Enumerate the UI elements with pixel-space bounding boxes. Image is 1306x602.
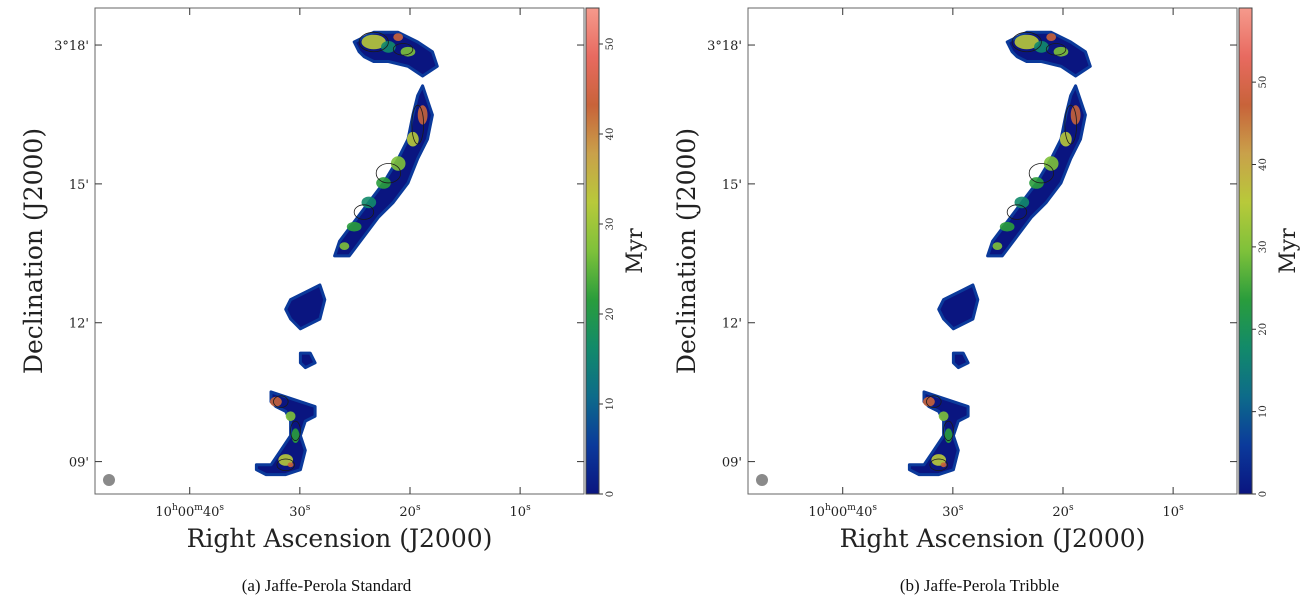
- age-patch: [992, 242, 1003, 251]
- y-tick-label: 15': [69, 178, 89, 193]
- y-tick-label: 09': [722, 456, 742, 471]
- contour-line: [1045, 43, 1067, 56]
- contour-line: [943, 420, 954, 441]
- colorbar-title: Myr: [1276, 228, 1301, 274]
- y-tick-label: 12': [722, 317, 742, 332]
- colorbar-tick-label: 30: [605, 218, 616, 231]
- contour-line: [1028, 163, 1055, 184]
- colorbar-tick-label: 50: [605, 38, 616, 51]
- age-patch: [1043, 156, 1059, 171]
- age-patch: [940, 462, 947, 468]
- x-tick-label: 30s: [289, 503, 311, 520]
- x-tick-label: 10h00m40s: [808, 503, 877, 520]
- contour-line: [1006, 204, 1028, 220]
- x-tick-label: 30s: [942, 503, 964, 520]
- contour-line: [353, 204, 375, 220]
- age-patch: [400, 46, 416, 57]
- age-patch: [393, 33, 404, 42]
- contour-line: [276, 458, 295, 472]
- panel-a: 10h00m40s 30s 20s 10s 3°18' 15' 12' 09' Right As…: [19, 7, 648, 595]
- contour-line: [929, 458, 948, 472]
- caption-a: (a) Jaffe-Perola Standard: [241, 576, 412, 595]
- age-patch: [1014, 34, 1039, 50]
- contour-line: [358, 31, 389, 53]
- age-patch: [287, 462, 294, 468]
- age-patch: [390, 156, 406, 171]
- contour-line: [273, 395, 289, 408]
- source-segment: [298, 351, 317, 370]
- age-patch: [999, 221, 1015, 232]
- colorbar-tick-label: 0: [1258, 491, 1269, 497]
- colorbar-tick-label: 30: [1258, 241, 1269, 254]
- age-patch: [1014, 196, 1030, 209]
- colorbar: [1238, 7, 1253, 495]
- age-patch: [923, 396, 935, 407]
- age-patch: [270, 396, 282, 407]
- y-tick-label: 15': [722, 178, 742, 193]
- age-patch: [361, 34, 386, 50]
- contour-line: [1064, 104, 1078, 145]
- contour-line: [375, 163, 402, 184]
- age-patch: [381, 41, 396, 53]
- colorbar-tick-label: 40: [605, 128, 616, 141]
- contour-line: [290, 420, 301, 441]
- colorbar-tick-label: 10: [1258, 405, 1269, 418]
- age-patch: [346, 221, 362, 232]
- colorbar-tick-label: 20: [1258, 323, 1269, 336]
- colorbar-tick-label: 50: [1258, 76, 1269, 89]
- source-segment: [284, 283, 327, 331]
- beam-marker: [756, 474, 768, 486]
- colorbar: [585, 7, 600, 495]
- contour-line: [1011, 31, 1042, 53]
- source-segment: [986, 84, 1087, 258]
- beam-marker: [103, 474, 115, 486]
- chart-a-svg: 10h00m40s 30s 20s 10s 3°18' 15' 12' 09' Right As…: [19, 7, 648, 553]
- x-tick-label: 10h00m40s: [155, 503, 224, 520]
- age-patch: [339, 242, 350, 251]
- age-patch: [285, 411, 296, 422]
- panel-b: 10h00m40s 30s 20s 10s 3°18' 15' 12' 09' Right As…: [653, 0, 1306, 602]
- colorbar-tick-label: 10: [605, 398, 616, 411]
- x-axis-title: Right Ascension (J2000): [840, 524, 1146, 553]
- contour-line: [411, 104, 425, 145]
- source-segment: [951, 351, 970, 370]
- x-tick-label: 20s: [1052, 503, 1074, 520]
- y-axis-title: Declination (J2000): [672, 128, 701, 374]
- x-axis-title: Right Ascension (J2000): [187, 524, 493, 553]
- age-patch: [1053, 46, 1069, 57]
- chart-b-svg: 10h00m40s 30s 20s 10s 3°18' 15' 12' 09' Right As…: [672, 7, 1301, 553]
- age-patch: [1046, 33, 1057, 42]
- y-tick-label: 12': [69, 317, 89, 332]
- colorbar-tick-label: 40: [1258, 158, 1269, 171]
- colorbar-tick-label: 20: [605, 308, 616, 321]
- y-tick-label: 3°18': [707, 39, 742, 54]
- age-patch: [1034, 41, 1049, 53]
- source-segment: [937, 283, 980, 331]
- caption-b: (b) Jaffe-Perola Tribble: [899, 576, 1060, 595]
- y-tick-label: 09': [69, 456, 89, 471]
- x-tick-label: 10s: [1163, 503, 1185, 520]
- age-patch: [361, 196, 377, 209]
- x-tick-label: 10s: [510, 503, 532, 520]
- colorbar-tick-label: 0: [605, 491, 616, 497]
- source-segment: [333, 84, 434, 258]
- contour-line: [926, 395, 942, 408]
- y-tick-label: 3°18': [54, 39, 89, 54]
- contour-line: [392, 43, 414, 56]
- colorbar-title: Myr: [623, 228, 648, 274]
- age-patch: [938, 411, 949, 422]
- y-axis-title: Declination (J2000): [19, 128, 48, 374]
- source-emission: [254, 30, 439, 477]
- source-emission: [907, 30, 1092, 477]
- x-tick-label: 20s: [399, 503, 421, 520]
